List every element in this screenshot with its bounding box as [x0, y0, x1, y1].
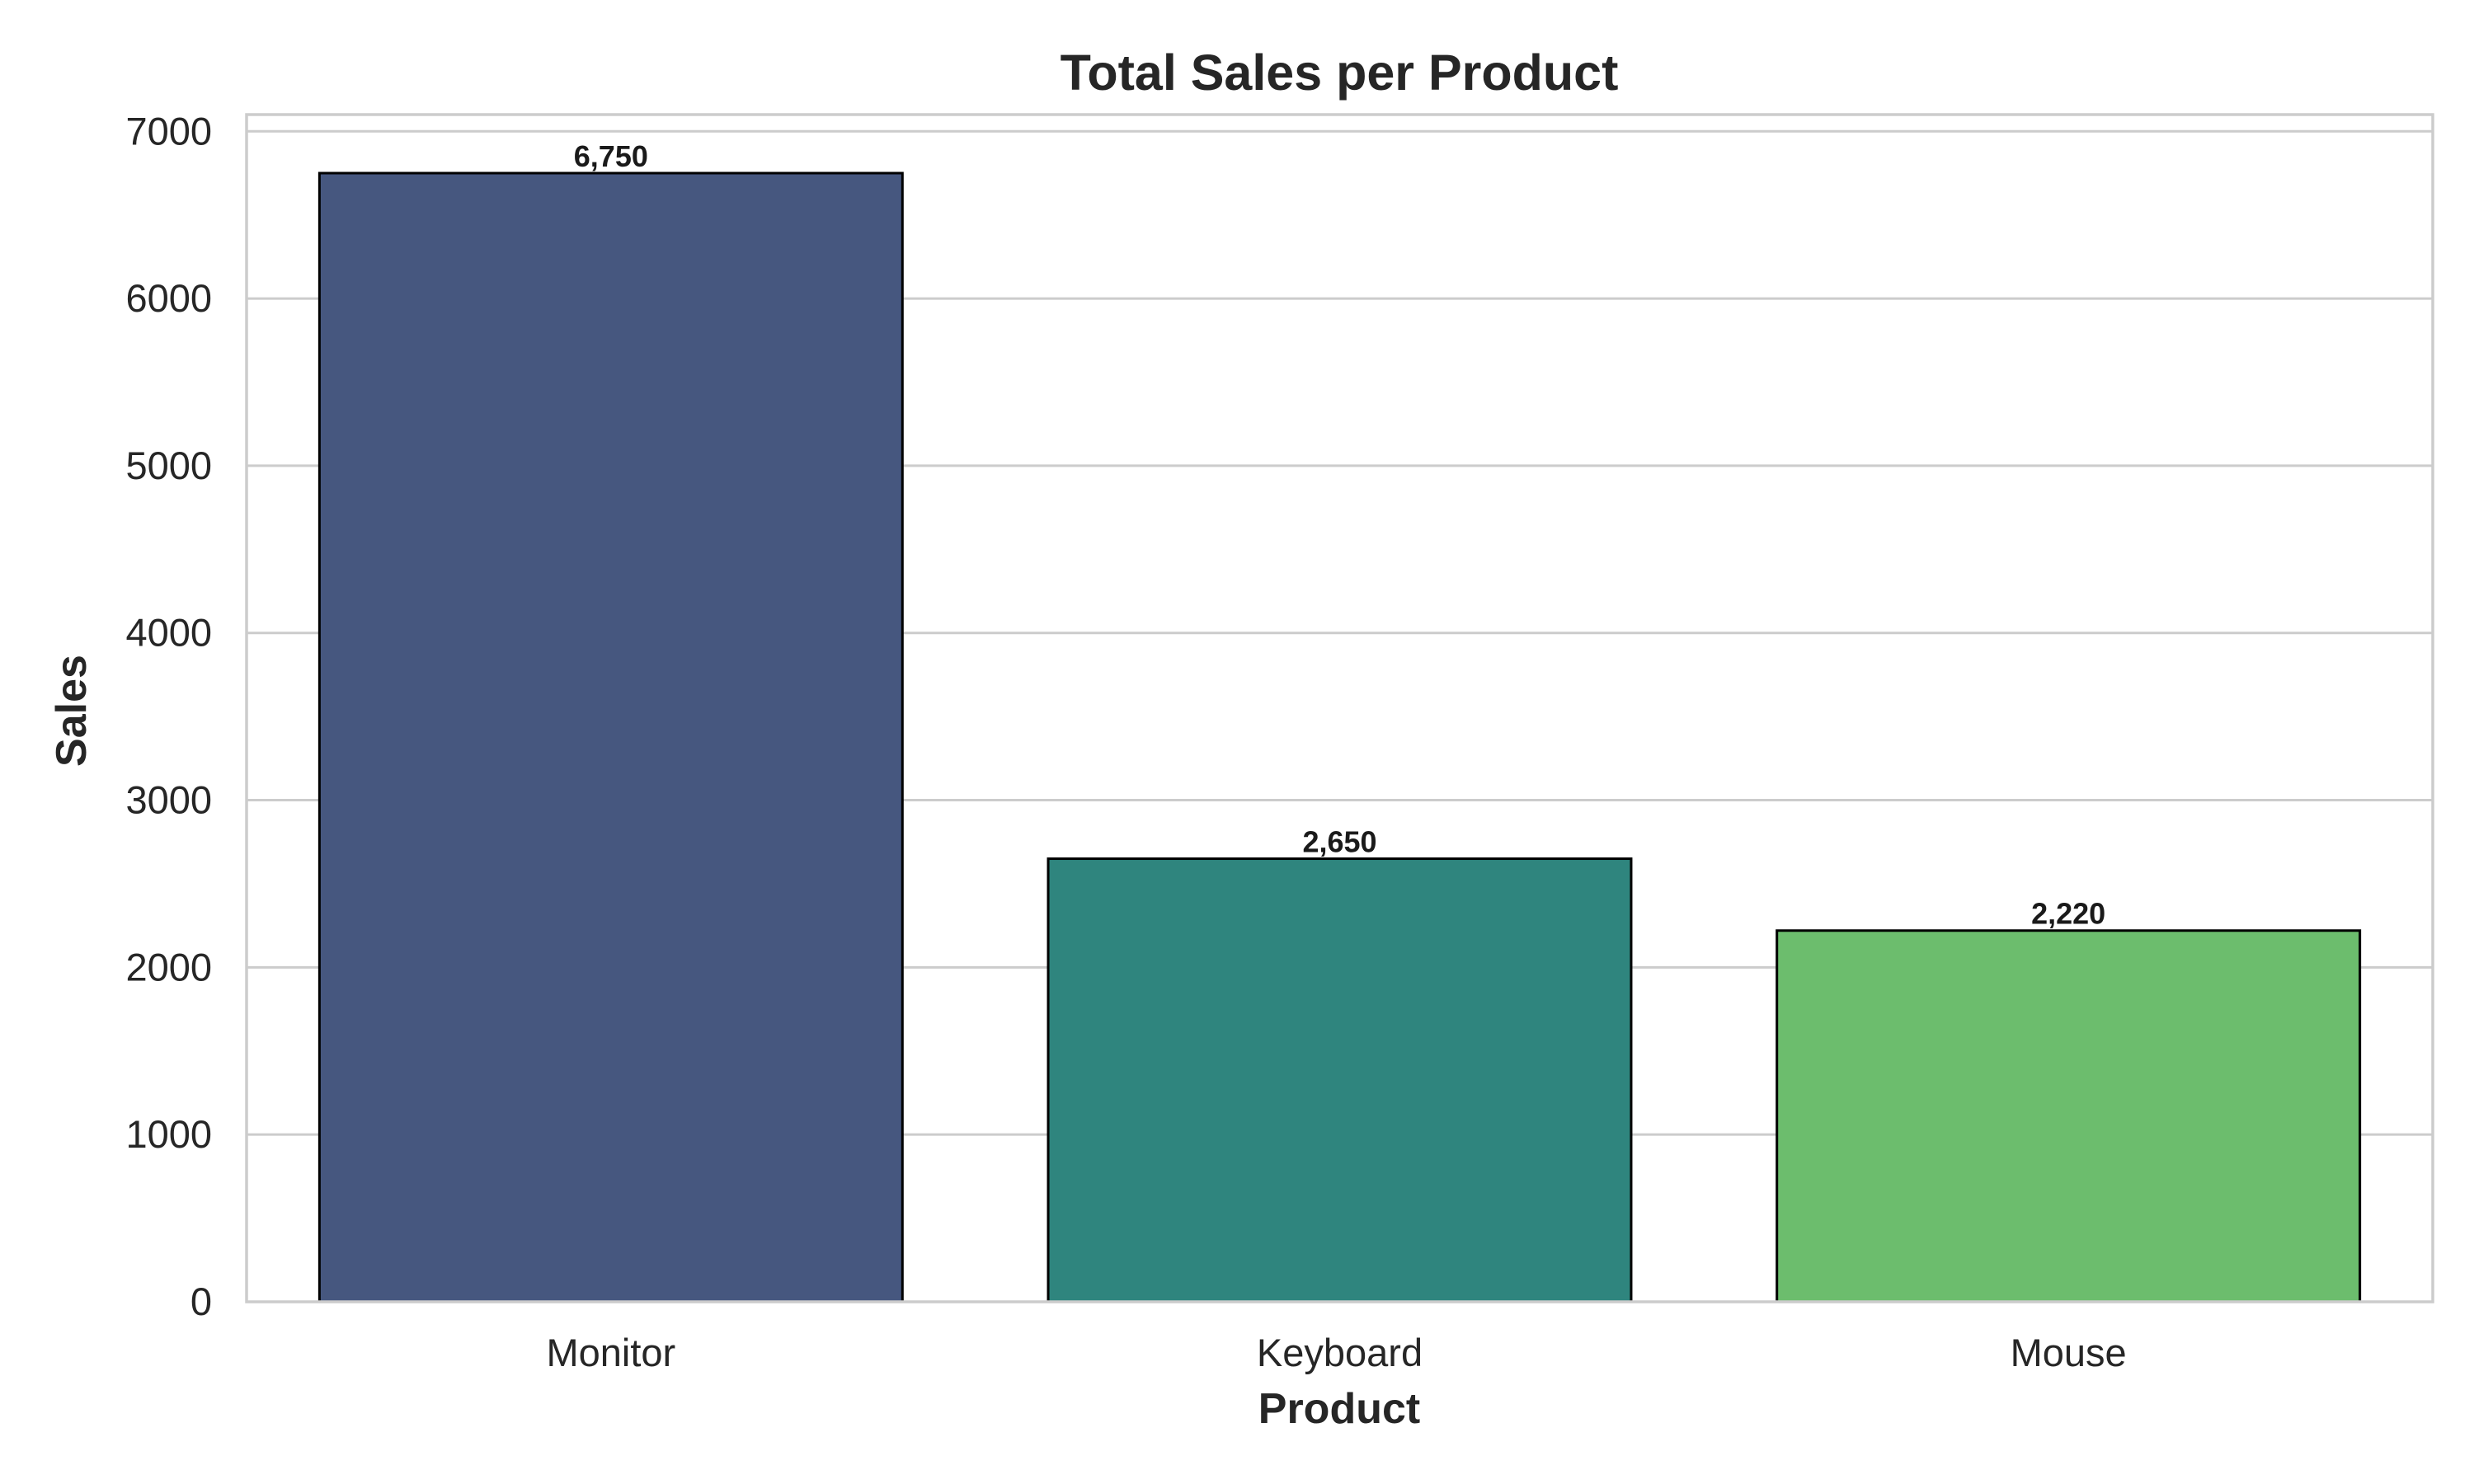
y-tick-label: 6000: [125, 276, 212, 320]
y-tick-label: 7000: [125, 109, 212, 153]
x-tick-label-keyboard: Keyboard: [1257, 1331, 1423, 1374]
x-tick-label-mouse: Mouse: [2011, 1331, 2127, 1374]
data-label-mouse: 2,220: [2031, 897, 2105, 931]
x-tick-label-monitor: Monitor: [546, 1331, 675, 1374]
y-tick-label: 1000: [125, 1112, 212, 1156]
y-tick-label: 0: [190, 1280, 212, 1323]
plot-frame: [245, 113, 2434, 1303]
y-tick-label: 4000: [125, 611, 212, 655]
y-tick-label: 3000: [125, 778, 212, 822]
data-label-keyboard: 2,650: [1302, 825, 1376, 859]
y-axis-label: Sales: [48, 655, 96, 767]
y-tick-labels: 0 1000 2000 3000 4000 5000 6000 7000: [125, 109, 212, 1323]
x-tick-labels: Monitor Keyboard Mouse: [546, 1331, 2126, 1374]
data-label-monitor: 6,750: [574, 139, 648, 173]
chart-title: Total Sales per Product: [1061, 45, 1619, 101]
bars: [317, 171, 2362, 1303]
data-labels: 6,750 2,650 2,220: [574, 139, 2105, 931]
y-tick-label: 5000: [125, 444, 212, 487]
bar-mouse: [1776, 929, 2362, 1303]
bar-monitor: [317, 171, 904, 1303]
x-axis-label: Product: [1258, 1385, 1420, 1433]
bar-keyboard: [1047, 857, 1633, 1303]
y-tick-label: 2000: [125, 945, 212, 989]
